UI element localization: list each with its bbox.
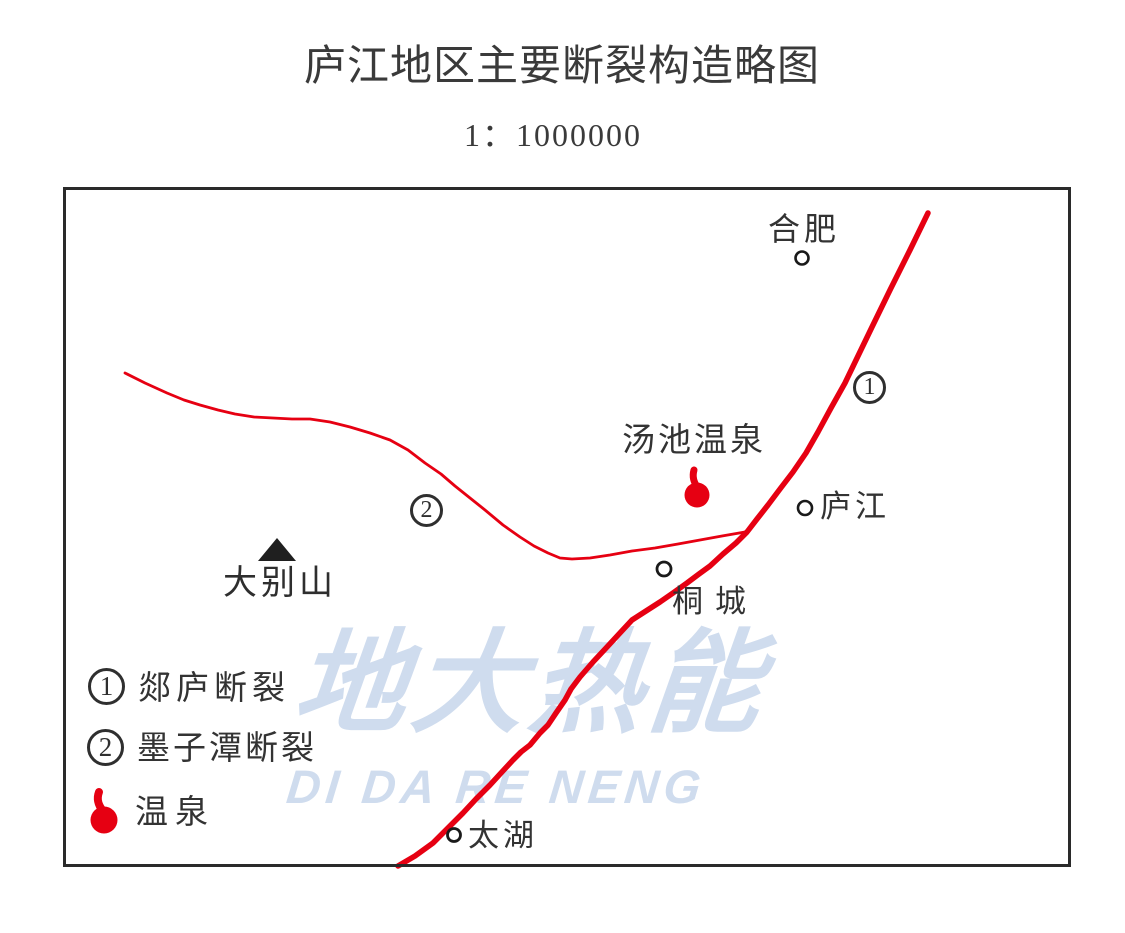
- legend-hot-spring-label: 温泉: [135, 795, 215, 831]
- fault-2-number: 2: [420, 497, 433, 523]
- lujiang-label: 庐江: [820, 489, 890, 524]
- taihu-label: 太湖: [468, 818, 538, 853]
- legend-fault-1-label: 郯庐断裂: [138, 671, 290, 707]
- hefei-city-dot-icon: [794, 250, 810, 266]
- tongcheng-label: 桐城: [672, 584, 758, 619]
- lujiang-city-dot-icon: [796, 499, 814, 517]
- legend-fault-2-marker: 2: [87, 729, 124, 766]
- fault-2-marker: 2: [410, 494, 443, 527]
- fault-1-marker: 1: [853, 371, 886, 404]
- hefei-label: 合肥: [768, 211, 841, 247]
- fault-line-1: [395, 210, 931, 869]
- map-scale-label: 1：1000000: [464, 117, 643, 153]
- dabieshan-label: 大别山: [223, 565, 337, 602]
- legend-fault-2-number: 2: [98, 732, 113, 762]
- fault-line-2: [123, 371, 747, 561]
- legend-fault-1-marker: 1: [88, 668, 125, 705]
- fault-1-number: 1: [863, 374, 876, 400]
- hot-spring-icon: [684, 466, 710, 508]
- legend-fault-1-number: 1: [99, 671, 114, 701]
- page-title: 庐江地区主要断裂构造略图: [304, 44, 821, 90]
- legend-hot-spring-icon: [90, 788, 118, 834]
- legend-fault-2-label: 墨子潭断裂: [137, 731, 317, 767]
- taihu-city-dot-icon: [446, 827, 462, 843]
- mountain-icon: [258, 538, 296, 561]
- tangchi-hot-spring-label: 汤池温泉: [622, 423, 766, 459]
- tongcheng-city-dot-icon: [655, 560, 673, 578]
